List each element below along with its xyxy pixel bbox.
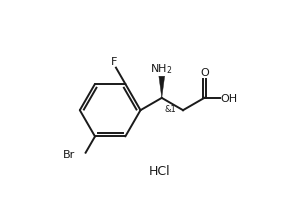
Text: Br: Br	[63, 149, 76, 159]
Text: O: O	[200, 68, 209, 78]
Text: F: F	[111, 57, 117, 67]
Text: NH$_2$: NH$_2$	[150, 62, 173, 76]
Text: HCl: HCl	[149, 165, 170, 177]
Text: OH: OH	[220, 93, 237, 103]
Polygon shape	[159, 77, 165, 98]
Text: &1: &1	[164, 105, 176, 114]
